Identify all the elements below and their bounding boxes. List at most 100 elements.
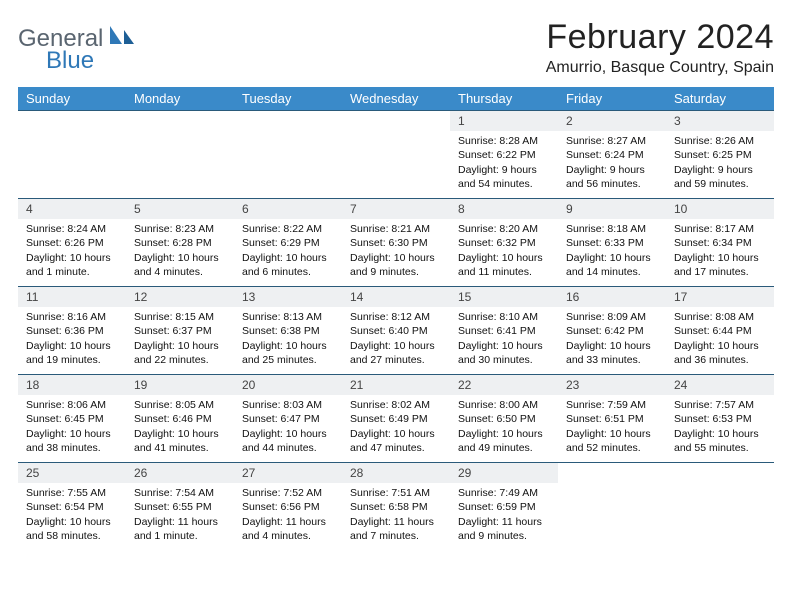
day-number: 8 — [450, 199, 558, 219]
daylight-text: Daylight: 10 hours and 47 minutes. — [350, 427, 442, 455]
sunrise-text: Sunrise: 8:12 AM — [350, 310, 442, 324]
day-details: Sunrise: 8:10 AMSunset: 6:41 PMDaylight:… — [450, 307, 558, 371]
sunset-text: Sunset: 6:36 PM — [26, 324, 118, 338]
day-details: Sunrise: 8:00 AMSunset: 6:50 PMDaylight:… — [450, 395, 558, 459]
calendar-empty-cell — [18, 111, 126, 199]
day-details: Sunrise: 8:16 AMSunset: 6:36 PMDaylight:… — [18, 307, 126, 371]
sunset-text: Sunset: 6:58 PM — [350, 500, 442, 514]
sunset-text: Sunset: 6:47 PM — [242, 412, 334, 426]
day-number: 17 — [666, 287, 774, 307]
day-details: Sunrise: 8:05 AMSunset: 6:46 PMDaylight:… — [126, 395, 234, 459]
daylight-text: Daylight: 10 hours and 19 minutes. — [26, 339, 118, 367]
calendar-week-row: 11Sunrise: 8:16 AMSunset: 6:36 PMDayligh… — [18, 287, 774, 375]
day-details: Sunrise: 8:15 AMSunset: 6:37 PMDaylight:… — [126, 307, 234, 371]
day-details: Sunrise: 8:03 AMSunset: 6:47 PMDaylight:… — [234, 395, 342, 459]
day-details: Sunrise: 7:49 AMSunset: 6:59 PMDaylight:… — [450, 483, 558, 547]
daylight-text: Daylight: 9 hours and 54 minutes. — [458, 163, 550, 191]
sunrise-text: Sunrise: 8:20 AM — [458, 222, 550, 236]
sunrise-text: Sunrise: 7:59 AM — [566, 398, 658, 412]
calendar-day-cell: 11Sunrise: 8:16 AMSunset: 6:36 PMDayligh… — [18, 287, 126, 375]
sunset-text: Sunset: 6:46 PM — [134, 412, 226, 426]
sunset-text: Sunset: 6:53 PM — [674, 412, 766, 426]
day-details: Sunrise: 8:09 AMSunset: 6:42 PMDaylight:… — [558, 307, 666, 371]
calendar-empty-cell — [342, 111, 450, 199]
calendar-week-row: 25Sunrise: 7:55 AMSunset: 6:54 PMDayligh… — [18, 463, 774, 551]
day-number: 20 — [234, 375, 342, 395]
sunrise-text: Sunrise: 8:00 AM — [458, 398, 550, 412]
day-details: Sunrise: 8:12 AMSunset: 6:40 PMDaylight:… — [342, 307, 450, 371]
sunrise-text: Sunrise: 8:23 AM — [134, 222, 226, 236]
calendar-day-cell: 2Sunrise: 8:27 AMSunset: 6:24 PMDaylight… — [558, 111, 666, 199]
daylight-text: Daylight: 10 hours and 14 minutes. — [566, 251, 658, 279]
day-number: 19 — [126, 375, 234, 395]
day-number: 21 — [342, 375, 450, 395]
daylight-text: Daylight: 10 hours and 11 minutes. — [458, 251, 550, 279]
sunrise-text: Sunrise: 8:22 AM — [242, 222, 334, 236]
calendar-day-cell: 15Sunrise: 8:10 AMSunset: 6:41 PMDayligh… — [450, 287, 558, 375]
calendar-day-cell: 16Sunrise: 8:09 AMSunset: 6:42 PMDayligh… — [558, 287, 666, 375]
sunset-text: Sunset: 6:50 PM — [458, 412, 550, 426]
calendar-week-row: 4Sunrise: 8:24 AMSunset: 6:26 PMDaylight… — [18, 199, 774, 287]
sunset-text: Sunset: 6:44 PM — [674, 324, 766, 338]
sunset-text: Sunset: 6:26 PM — [26, 236, 118, 250]
day-details: Sunrise: 8:22 AMSunset: 6:29 PMDaylight:… — [234, 219, 342, 283]
sunset-text: Sunset: 6:29 PM — [242, 236, 334, 250]
daylight-text: Daylight: 11 hours and 9 minutes. — [458, 515, 550, 543]
sunset-text: Sunset: 6:37 PM — [134, 324, 226, 338]
daylight-text: Daylight: 10 hours and 52 minutes. — [566, 427, 658, 455]
calendar-day-cell: 17Sunrise: 8:08 AMSunset: 6:44 PMDayligh… — [666, 287, 774, 375]
calendar-day-cell: 4Sunrise: 8:24 AMSunset: 6:26 PMDaylight… — [18, 199, 126, 287]
day-details: Sunrise: 7:51 AMSunset: 6:58 PMDaylight:… — [342, 483, 450, 547]
daylight-text: Daylight: 10 hours and 27 minutes. — [350, 339, 442, 367]
calendar-day-cell: 27Sunrise: 7:52 AMSunset: 6:56 PMDayligh… — [234, 463, 342, 551]
calendar-day-cell: 26Sunrise: 7:54 AMSunset: 6:55 PMDayligh… — [126, 463, 234, 551]
day-details: Sunrise: 8:08 AMSunset: 6:44 PMDaylight:… — [666, 307, 774, 371]
sunrise-text: Sunrise: 7:54 AM — [134, 486, 226, 500]
day-number: 24 — [666, 375, 774, 395]
sunrise-text: Sunrise: 8:09 AM — [566, 310, 658, 324]
sunset-text: Sunset: 6:51 PM — [566, 412, 658, 426]
daylight-text: Daylight: 10 hours and 22 minutes. — [134, 339, 226, 367]
sunrise-text: Sunrise: 8:05 AM — [134, 398, 226, 412]
sunset-text: Sunset: 6:25 PM — [674, 148, 766, 162]
daylight-text: Daylight: 10 hours and 58 minutes. — [26, 515, 118, 543]
day-details: Sunrise: 7:54 AMSunset: 6:55 PMDaylight:… — [126, 483, 234, 547]
day-number: 11 — [18, 287, 126, 307]
weekday-header: Tuesday — [234, 87, 342, 111]
sunset-text: Sunset: 6:59 PM — [458, 500, 550, 514]
calendar-week-row: 18Sunrise: 8:06 AMSunset: 6:45 PMDayligh… — [18, 375, 774, 463]
calendar-day-cell: 25Sunrise: 7:55 AMSunset: 6:54 PMDayligh… — [18, 463, 126, 551]
day-number: 16 — [558, 287, 666, 307]
calendar-week-row: 1Sunrise: 8:28 AMSunset: 6:22 PMDaylight… — [18, 111, 774, 199]
sunrise-text: Sunrise: 8:28 AM — [458, 134, 550, 148]
sunset-text: Sunset: 6:49 PM — [350, 412, 442, 426]
sunset-text: Sunset: 6:24 PM — [566, 148, 658, 162]
calendar-empty-cell — [666, 463, 774, 551]
sunset-text: Sunset: 6:40 PM — [350, 324, 442, 338]
month-title: February 2024 — [546, 18, 774, 57]
day-details: Sunrise: 8:06 AMSunset: 6:45 PMDaylight:… — [18, 395, 126, 459]
day-number: 9 — [558, 199, 666, 219]
daylight-text: Daylight: 10 hours and 49 minutes. — [458, 427, 550, 455]
daylight-text: Daylight: 9 hours and 56 minutes. — [566, 163, 658, 191]
day-number: 4 — [18, 199, 126, 219]
day-number: 7 — [342, 199, 450, 219]
calendar-day-cell: 10Sunrise: 8:17 AMSunset: 6:34 PMDayligh… — [666, 199, 774, 287]
daylight-text: Daylight: 10 hours and 41 minutes. — [134, 427, 226, 455]
day-details: Sunrise: 8:18 AMSunset: 6:33 PMDaylight:… — [558, 219, 666, 283]
calendar-day-cell: 22Sunrise: 8:00 AMSunset: 6:50 PMDayligh… — [450, 375, 558, 463]
calendar-day-cell: 29Sunrise: 7:49 AMSunset: 6:59 PMDayligh… — [450, 463, 558, 551]
daylight-text: Daylight: 10 hours and 6 minutes. — [242, 251, 334, 279]
sunset-text: Sunset: 6:38 PM — [242, 324, 334, 338]
day-details: Sunrise: 8:02 AMSunset: 6:49 PMDaylight:… — [342, 395, 450, 459]
sunrise-text: Sunrise: 8:27 AM — [566, 134, 658, 148]
sunrise-text: Sunrise: 7:51 AM — [350, 486, 442, 500]
sunrise-text: Sunrise: 8:08 AM — [674, 310, 766, 324]
day-details: Sunrise: 8:27 AMSunset: 6:24 PMDaylight:… — [558, 131, 666, 195]
sunrise-text: Sunrise: 8:17 AM — [674, 222, 766, 236]
sunrise-text: Sunrise: 8:16 AM — [26, 310, 118, 324]
sunrise-text: Sunrise: 8:18 AM — [566, 222, 658, 236]
daylight-text: Daylight: 10 hours and 4 minutes. — [134, 251, 226, 279]
calendar-table: SundayMondayTuesdayWednesdayThursdayFrid… — [18, 87, 774, 551]
weekday-header: Wednesday — [342, 87, 450, 111]
